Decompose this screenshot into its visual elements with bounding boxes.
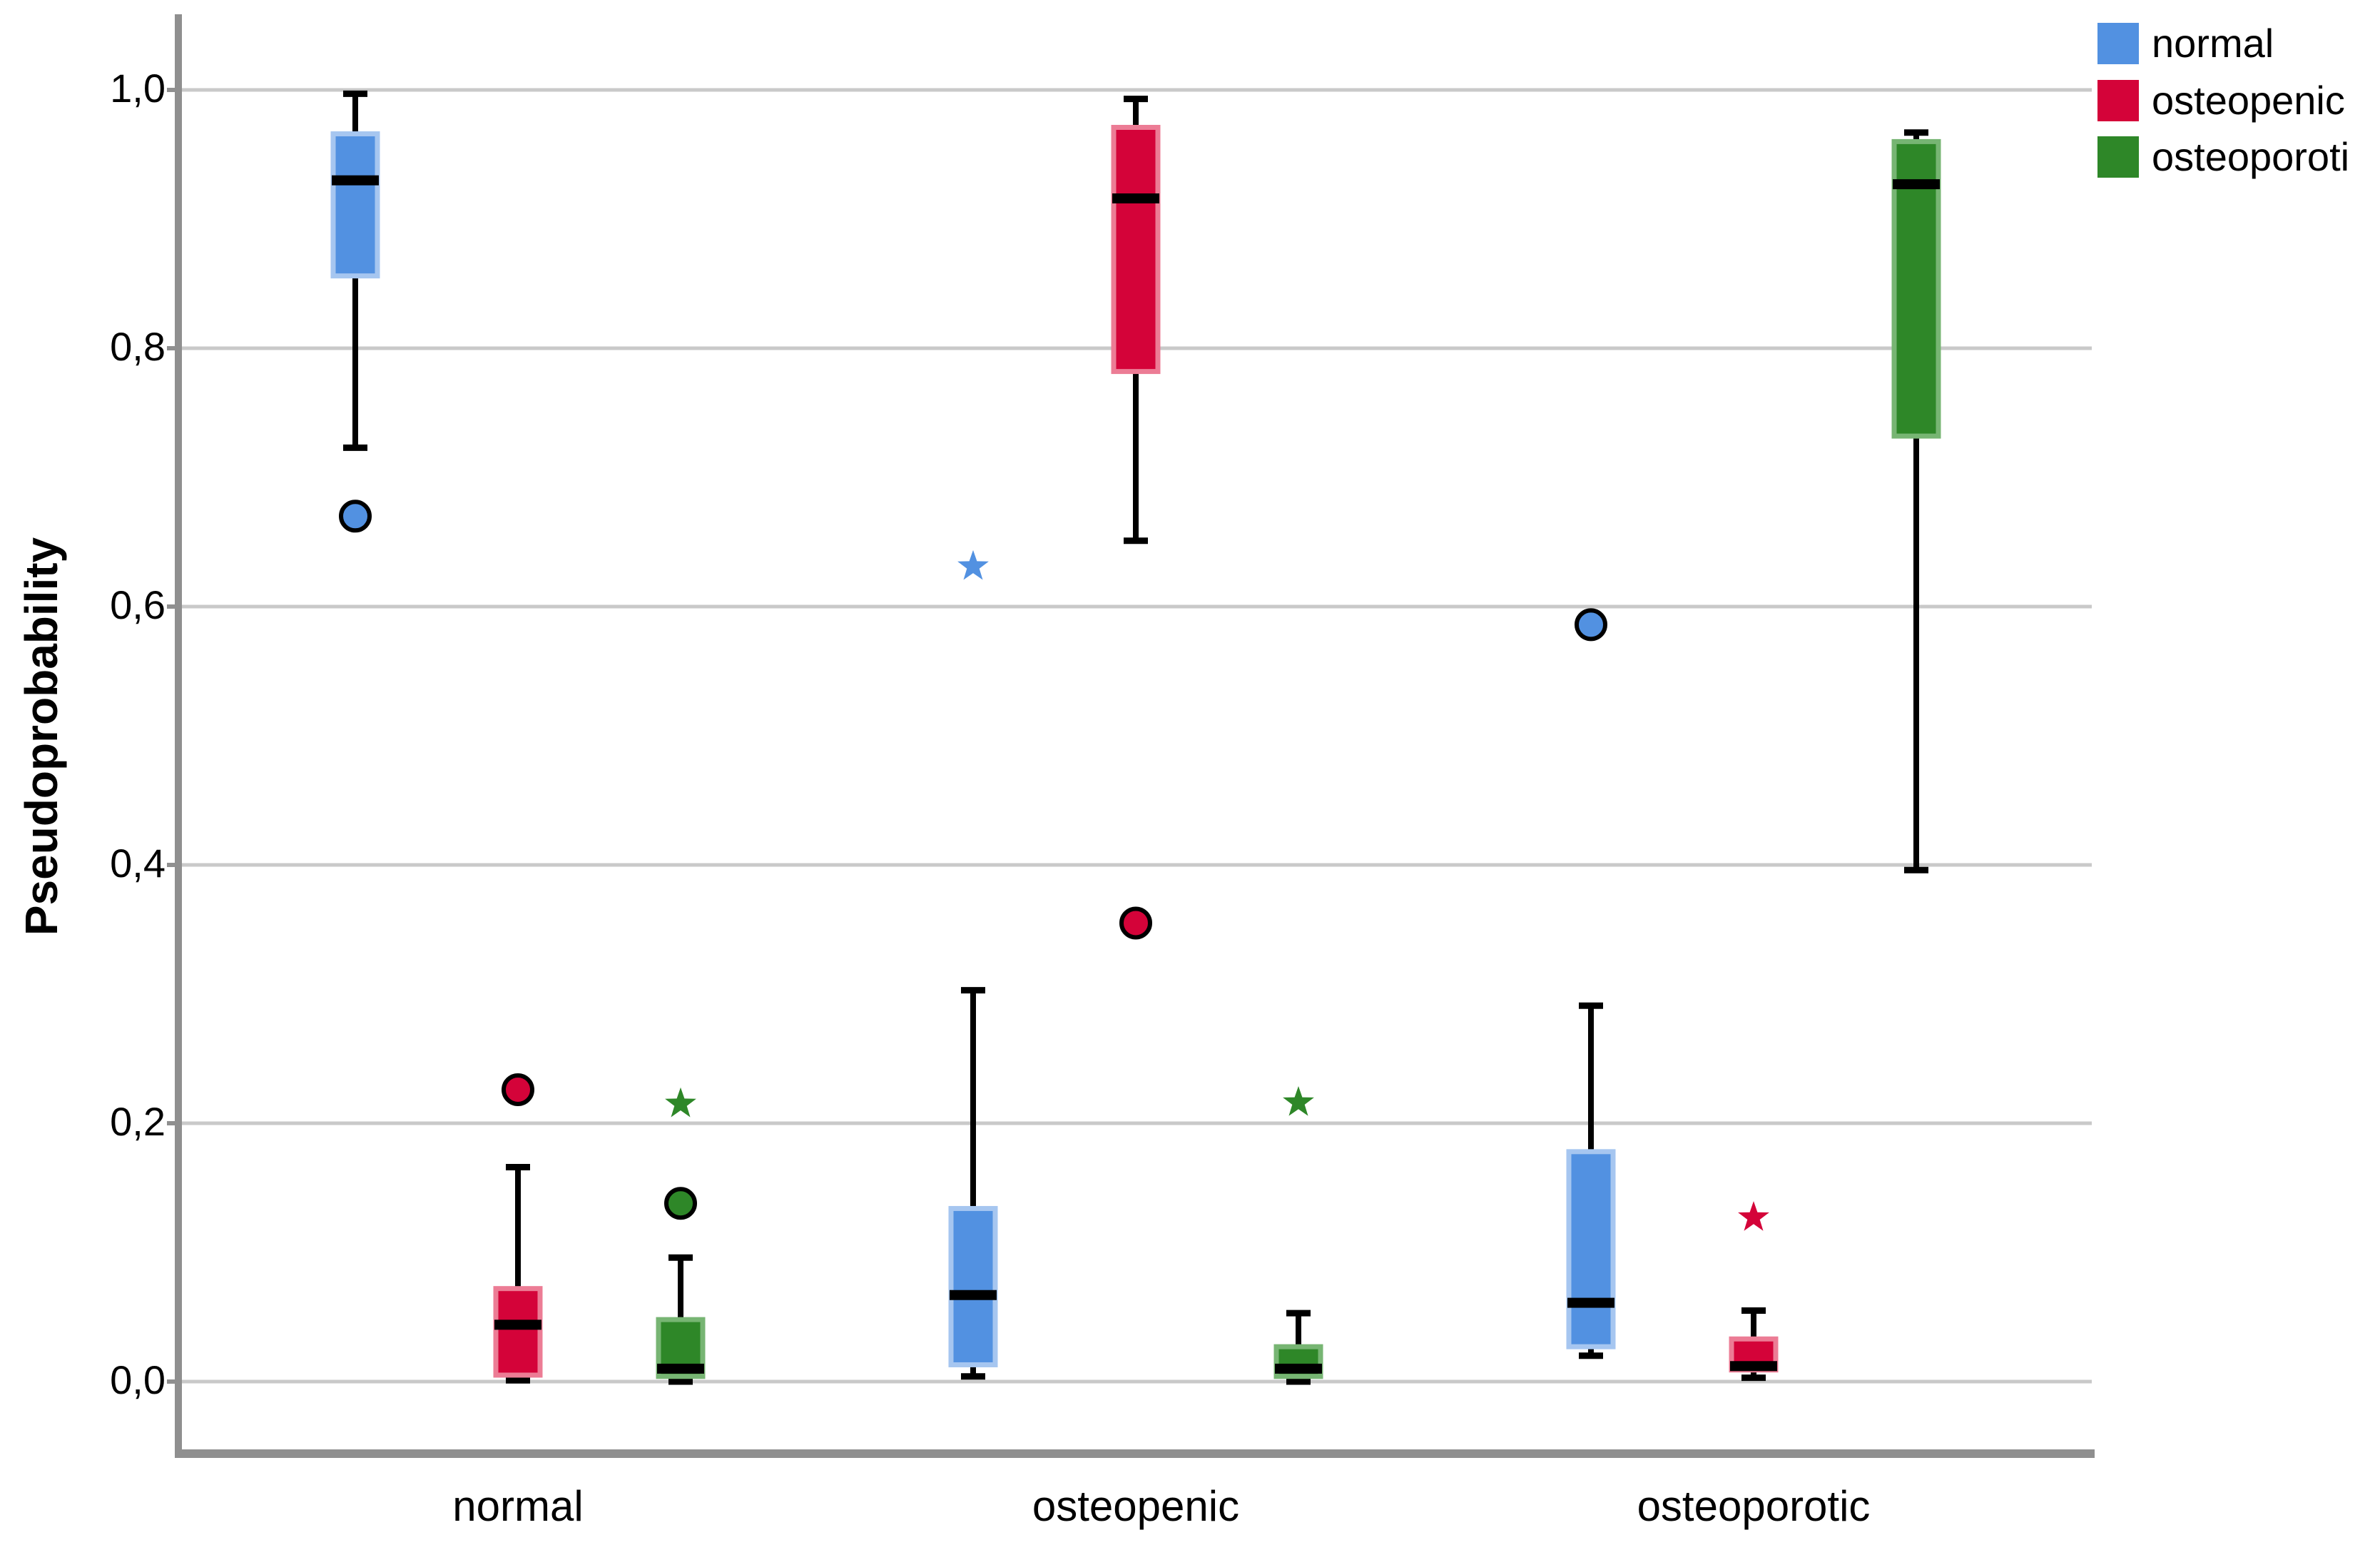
box-osteopenic-osteopenic bbox=[1111, 124, 1161, 375]
median-line bbox=[1112, 193, 1159, 204]
outlier-circle bbox=[1119, 906, 1152, 940]
legend-label: normal bbox=[2152, 21, 2274, 66]
extreme-star bbox=[1738, 1201, 1769, 1231]
box-osteoporotic-osteoporotic bbox=[1891, 138, 1941, 439]
extreme-star bbox=[1283, 1086, 1314, 1116]
y-tick-label: 0,2 bbox=[110, 1098, 166, 1144]
median-line bbox=[1730, 1361, 1777, 1372]
median-line bbox=[494, 1319, 541, 1330]
outlier-circle bbox=[664, 1187, 697, 1220]
y-tick-label: 0,4 bbox=[110, 840, 166, 886]
x-category-label-normal: normal bbox=[452, 1482, 584, 1530]
y-tick-label: 1,0 bbox=[110, 65, 166, 111]
legend-label: osteoporoti bbox=[2152, 134, 2350, 179]
legend-swatch bbox=[2097, 80, 2139, 121]
x-category-label-osteopenic: osteopenic bbox=[1032, 1482, 1240, 1530]
outlier-circle bbox=[339, 500, 372, 533]
legend-swatch bbox=[2097, 136, 2139, 178]
median-line bbox=[1275, 1363, 1322, 1374]
box-normal-osteopenic bbox=[948, 1205, 998, 1367]
legend-swatch bbox=[2097, 23, 2139, 64]
extreme-star bbox=[957, 549, 989, 580]
box-osteopenic-normal bbox=[493, 1286, 543, 1378]
median-line bbox=[1893, 179, 1940, 190]
legend-item-osteoporoti: osteoporoti bbox=[2097, 136, 2349, 178]
outlier-circle bbox=[1575, 608, 1607, 642]
median-line bbox=[332, 175, 379, 186]
legend-item-normal: normal bbox=[2097, 23, 2274, 64]
legend-label: osteopenic bbox=[2152, 78, 2345, 123]
y-tick-label: 0,6 bbox=[110, 582, 166, 627]
x-category-label-osteoporotic: osteoporotic bbox=[1637, 1482, 1871, 1530]
median-line bbox=[657, 1363, 704, 1374]
outlier-circle bbox=[502, 1073, 534, 1106]
median-line bbox=[950, 1290, 997, 1300]
median-line bbox=[1567, 1297, 1614, 1308]
extreme-star bbox=[665, 1087, 696, 1118]
box-normal-normal bbox=[330, 131, 380, 279]
legend-item-osteopenic: osteopenic bbox=[2097, 80, 2345, 121]
y-tick-label: 0,8 bbox=[110, 323, 166, 369]
y-tick-label: 0,0 bbox=[110, 1357, 166, 1402]
box-normal-osteoporotic bbox=[1566, 1149, 1616, 1349]
